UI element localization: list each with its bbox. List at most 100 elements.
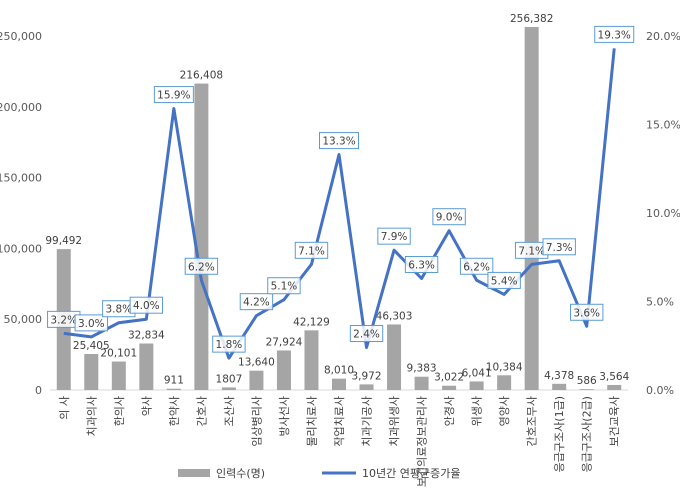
left-axis-tick-label: 150,000 — [0, 172, 42, 185]
category-label: 치과의사 — [85, 396, 98, 436]
line-label-box — [153, 86, 194, 104]
bar — [84, 354, 99, 390]
line-label-box — [594, 25, 635, 43]
category-label: 의 사 — [58, 396, 71, 420]
bar — [194, 83, 209, 390]
bar-value-label: 13,640 — [238, 357, 275, 369]
line-value-label: 13.3% — [322, 136, 355, 148]
line-series — [63, 48, 616, 360]
left-axis-tick-label: 50,000 — [4, 313, 43, 326]
bar — [139, 343, 154, 390]
category-label: 응급구조사(1급) — [553, 396, 566, 472]
bar-value-label: 10,384 — [486, 361, 523, 373]
legend-bar-swatch — [178, 469, 210, 477]
category-label: 조산사 — [223, 396, 236, 426]
bar — [414, 376, 429, 390]
bar-value-label: 20,101 — [100, 348, 137, 360]
line-value-label: 3.8% — [105, 304, 132, 316]
line-value-label: 19.3% — [598, 29, 631, 41]
bar-value-label: 6,041 — [462, 367, 492, 379]
line-label-box — [129, 296, 164, 314]
line-value-label: 9.0% — [436, 212, 463, 224]
bar — [524, 26, 539, 391]
line-label-box — [487, 271, 521, 289]
line-value-label: 5.4% — [491, 275, 518, 287]
left-axis-tick-label: 100,000 — [0, 242, 42, 255]
line-value-label: 6.2% — [463, 261, 490, 273]
bar — [579, 389, 594, 390]
left-axis: 0 50,000 100,000 150,000 200,000 250,000 — [0, 30, 42, 397]
category-label: 임상병리사 — [250, 396, 263, 447]
bar — [332, 378, 346, 390]
category-label: 약사 — [139, 396, 153, 416]
line-label-box — [184, 257, 219, 275]
line-value-label: 3.6% — [573, 307, 600, 319]
line-value-label: 7.3% — [546, 242, 573, 254]
right-axis-tick-label: 5.0% — [646, 296, 674, 309]
bar-value-label: 99,492 — [45, 235, 82, 247]
category-label: 작업치료사 — [333, 396, 346, 447]
legend: 인력수(명) 10년간 연평균증가율 — [178, 467, 460, 480]
legend-line-label: 10년간 연평균증가율 — [362, 467, 460, 480]
bar — [442, 385, 457, 390]
right-axis-tick-label: 20.0% — [646, 30, 680, 43]
category-label: 응급구조사(2급) — [581, 396, 594, 472]
bar — [497, 375, 512, 390]
category-label: 치과위생사 — [388, 396, 401, 447]
right-axis-tick-label: 10.0% — [646, 207, 680, 220]
line-label-box — [459, 257, 494, 275]
category-label: 한의사 — [113, 396, 126, 426]
bar-value-label: 46,303 — [376, 310, 413, 322]
bar-value-label: 3,022 — [434, 372, 464, 384]
line-label-box — [432, 208, 466, 226]
bar — [387, 324, 402, 390]
bar-series — [56, 26, 622, 391]
line-value-label: 6.3% — [408, 259, 435, 271]
line-value-label: 15.9% — [157, 90, 190, 102]
line-label-box — [267, 277, 301, 295]
bar — [166, 388, 181, 390]
bar-value-label: 1807 — [216, 373, 243, 385]
line-label-box — [239, 293, 274, 311]
line-label-box — [542, 238, 576, 256]
bar — [304, 330, 319, 390]
bar-value-label: 216,408 — [180, 70, 223, 82]
bar-value-label: 911 — [164, 375, 184, 387]
category-label: 방사선사 — [278, 396, 291, 436]
growth-rate-line — [63, 48, 616, 360]
bar — [249, 370, 264, 390]
left-axis-tick-label: 0 — [35, 384, 42, 397]
line-label-box — [349, 325, 384, 343]
bar-value-label: 8,010 — [324, 365, 354, 377]
bar-value-label: 32,834 — [128, 330, 165, 342]
bar-value-label: 9,383 — [407, 363, 437, 375]
bar-value-label: 3,972 — [351, 370, 381, 382]
category-labels: 의 사 치과의사 한의사 약사 한약사 간호사 조산사 임상병리사 방사선사 물리치료사 작업치료사… — [58, 396, 621, 487]
category-label: 위생사 — [471, 396, 484, 426]
line-label-box — [404, 255, 439, 273]
category-label: 영양사 — [498, 396, 511, 426]
bar-value-label: 27,924 — [266, 336, 303, 348]
legend-bar-label: 인력수(명) — [216, 467, 265, 480]
line-label-box — [212, 335, 246, 353]
bar — [469, 381, 484, 390]
bar-value-label: 4,378 — [544, 370, 574, 382]
category-label: 보건의료정보관리사 — [416, 396, 429, 487]
right-axis-tick-label: 15.0% — [646, 119, 680, 132]
line-value-label: 7.1% — [298, 245, 325, 257]
bar — [276, 350, 291, 390]
line-label-box — [570, 303, 604, 321]
left-axis-tick-label: 250,000 — [0, 30, 42, 43]
bar — [111, 361, 126, 390]
bar-value-label: 3,564 — [599, 371, 629, 383]
category-label: 간호조무사 — [526, 396, 539, 447]
line-label-box — [319, 132, 359, 150]
bar-value-label: 25,405 — [73, 340, 110, 352]
left-axis-tick-label: 200,000 — [0, 101, 42, 114]
bar-value-label: 42,129 — [293, 316, 330, 328]
right-axis-tick-label: 0.0% — [646, 384, 674, 397]
category-label: 치과기공사 — [361, 396, 374, 447]
line-value-label: 3.2% — [50, 314, 77, 326]
